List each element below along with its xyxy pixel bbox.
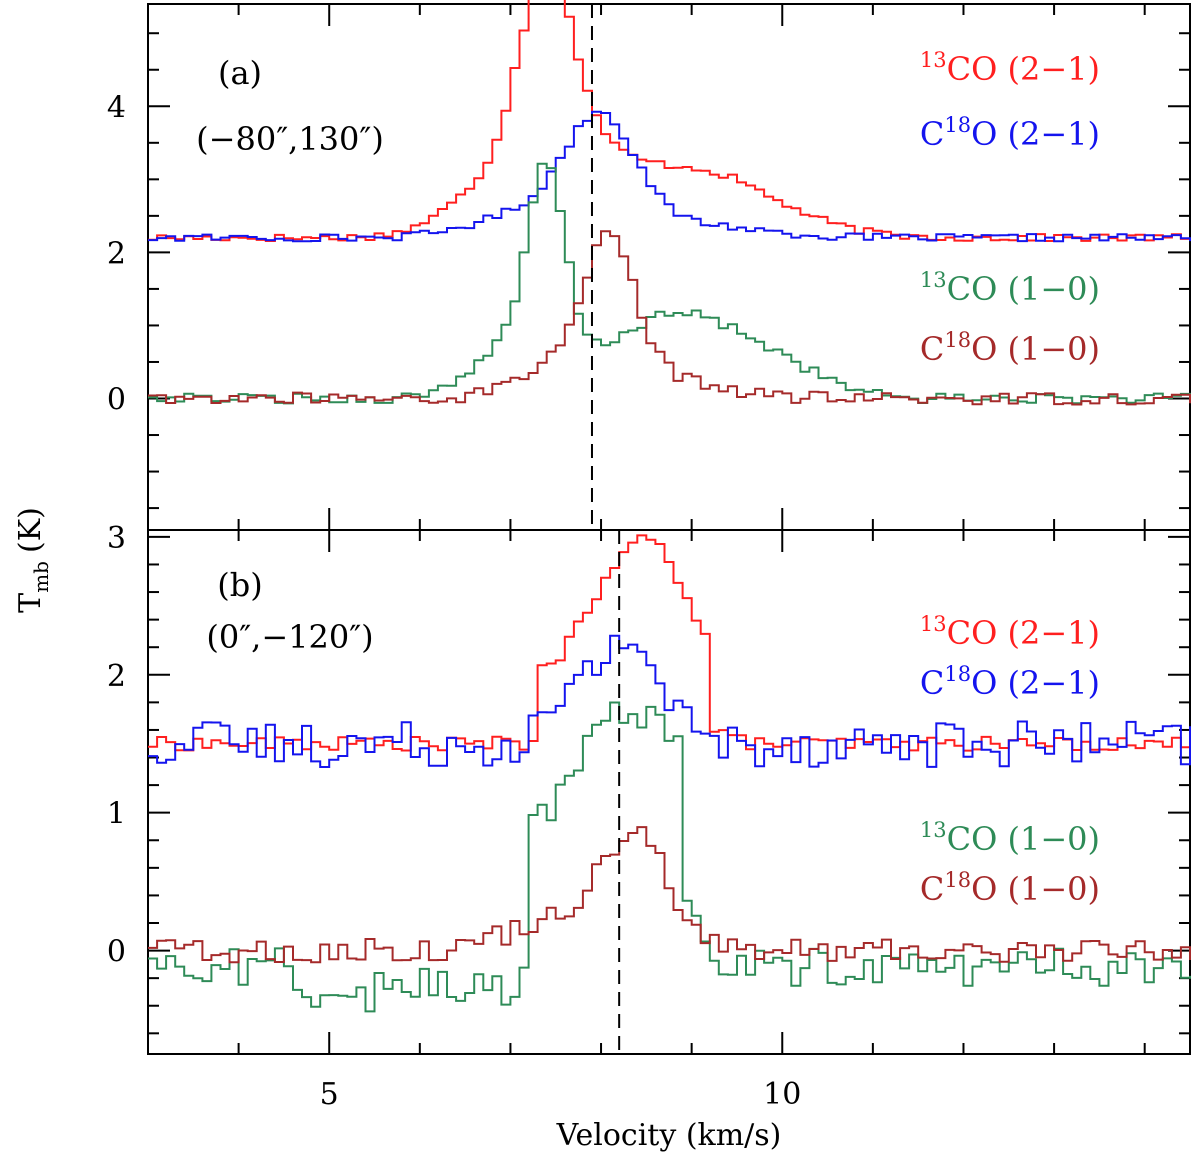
legend-label: C18O (1−0)	[920, 868, 1100, 908]
legend-label: 13CO (1−0)	[920, 818, 1100, 858]
spectrum-line	[148, 110, 1191, 243]
y-tick-label: 1	[107, 797, 126, 832]
x-tick-label: 5	[320, 1077, 339, 1112]
spectrum-line	[148, 230, 1191, 406]
position-label: (0″,−120″)	[206, 618, 373, 656]
y-axis-label-main: T	[13, 593, 48, 613]
legend-label: 13CO (1−0)	[920, 268, 1100, 308]
legend-label: C18O (2−1)	[920, 662, 1100, 702]
spectrum-line	[148, 162, 1191, 405]
panel-b-frame	[147, 529, 1191, 1055]
legend-label: 13CO (2−1)	[920, 48, 1100, 88]
y-tick-label: 0	[107, 935, 126, 970]
panel-label: (b)	[217, 566, 262, 604]
legend-label: C18O (1−0)	[920, 328, 1100, 368]
spectrum-line	[148, 634, 1191, 768]
y-axis-label-unit: (K)	[13, 507, 48, 553]
panel-a: 0 2 4 (a) (−80″,130″) 13CO (2−1) C18O (2−1) 13C…	[107, 0, 1191, 530]
y-tick-label: 2	[107, 659, 126, 694]
svg-text:Tmb(K): Tmb (K)	[13, 507, 53, 613]
position-label: (−80″,130″)	[196, 120, 384, 158]
legend-label: 13CO (2−1)	[920, 612, 1100, 652]
panel-label: (a)	[218, 54, 262, 92]
panel-b: 0 1 2 3 5 10 (b) (0″,−120″) 13CO (2−1) C18O (2−1)…	[107, 521, 1191, 1112]
spectrum-line	[148, 826, 1191, 964]
spectrum-line	[148, 701, 1191, 1013]
y-tick-label: 2	[107, 236, 126, 271]
x-tick-label: 10	[763, 1077, 801, 1112]
y-tick-label: 4	[107, 90, 126, 125]
y-axis-label: Tmb (K)	[13, 507, 53, 613]
y-tick-label: 3	[107, 521, 126, 556]
x-axis-label: Velocity (km/s)	[556, 1118, 782, 1153]
y-tick-label: 0	[107, 383, 126, 418]
y-axis-label-sub: mb	[29, 561, 53, 593]
legend-label: C18O (2−1)	[920, 113, 1100, 153]
